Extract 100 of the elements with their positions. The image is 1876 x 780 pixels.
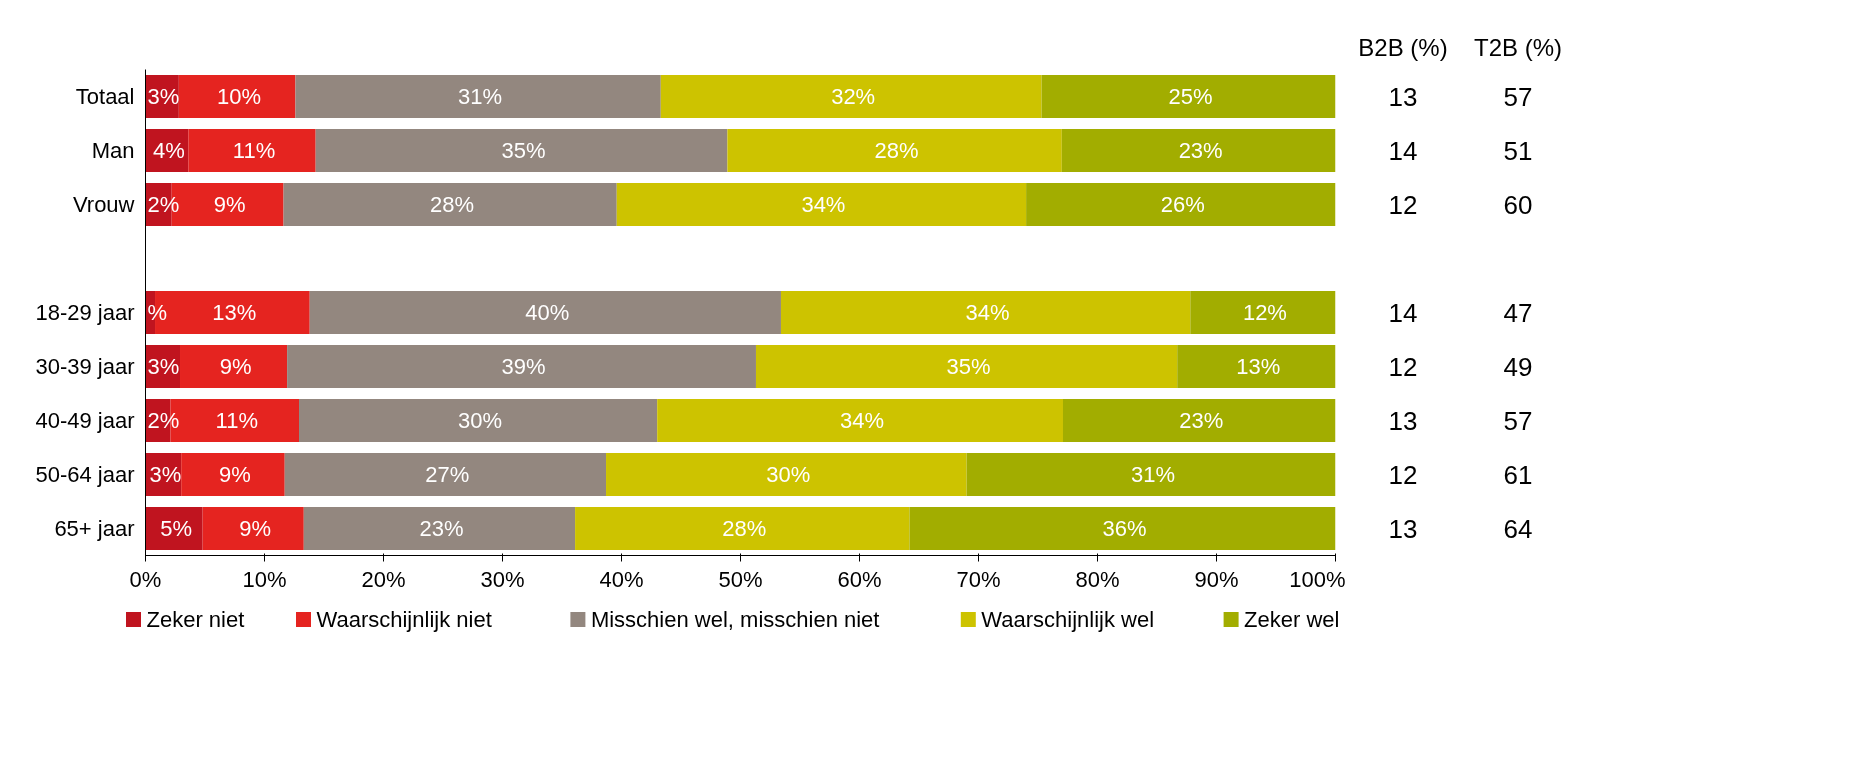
bar [299, 398, 658, 443]
bar [188, 128, 316, 173]
bar [202, 506, 304, 551]
data-label: 39% [501, 354, 546, 379]
data-label: 34% [965, 300, 1010, 325]
text: 64 [1503, 513, 1533, 544]
text: 12 [1388, 351, 1418, 382]
bar [309, 290, 781, 335]
x-tick-label: 60% [837, 566, 882, 592]
data-label: 28% [430, 192, 475, 217]
bar [606, 452, 967, 497]
bar [780, 290, 1191, 335]
bar [295, 74, 661, 119]
bar [180, 344, 288, 389]
bar [616, 182, 1027, 227]
bar [1026, 182, 1336, 227]
data-label: 3% [147, 354, 180, 379]
data-label: 9% [219, 462, 251, 487]
data-label: 12% [1242, 300, 1287, 325]
x-tick-label: 70% [956, 566, 1001, 592]
text: 49 [1503, 351, 1533, 382]
legend-label: Waarschijnlijk wel [981, 607, 1155, 632]
text: 51 [1503, 135, 1533, 166]
text: B2B (%) [1358, 34, 1448, 62]
bar [284, 452, 607, 497]
y-tick-label: 40-49 jaar [35, 408, 135, 433]
bar [1061, 128, 1336, 173]
text: 13 [1388, 81, 1418, 112]
text: 12 [1388, 459, 1418, 490]
data-label: 36% [1102, 516, 1147, 541]
data-label: 4% [153, 138, 185, 163]
data-label: 2% [147, 408, 180, 433]
data-label: 26% [1160, 192, 1205, 217]
bar [315, 128, 728, 173]
data-label: 40% [525, 300, 570, 325]
y-tick-label: Man [91, 138, 135, 163]
bar [660, 74, 1042, 119]
text: 13 [1388, 405, 1418, 436]
bar [755, 344, 1178, 389]
x-tick-label: 20% [361, 566, 406, 592]
y-tick-label: 65+ jaar [54, 516, 135, 541]
legend-label: Zeker wel [1244, 607, 1340, 632]
x-tick-label: 50% [718, 566, 763, 592]
x-tick-label: 100% [1289, 566, 1346, 592]
data-label: 23% [419, 516, 464, 541]
y-tick-label: 18-29 jaar [35, 300, 135, 325]
data-label: 34% [840, 408, 885, 433]
x-tick-label: 30% [480, 566, 525, 592]
bar [966, 452, 1336, 497]
bar [287, 344, 756, 389]
bar [181, 452, 285, 497]
data-label: 9% [219, 354, 252, 379]
data-label: 28% [874, 138, 919, 163]
bar [727, 128, 1062, 173]
data-label: 13% [1236, 354, 1281, 379]
y-tick-label: 50-64 jaar [35, 462, 135, 487]
data-label: 34% [801, 192, 846, 217]
x-tick-label: 40% [599, 566, 644, 592]
data-label: 11% [232, 138, 276, 163]
bar [657, 398, 1063, 443]
bar [1062, 398, 1336, 443]
data-label: 27% [425, 462, 470, 487]
bar [283, 182, 617, 227]
bar [1041, 74, 1336, 119]
data-label: 30% [458, 408, 503, 433]
data-label: 28% [722, 516, 767, 541]
text: 61 [1503, 459, 1533, 490]
legend-label: Waarschijnlijk niet [316, 607, 492, 632]
data-label: 9% [239, 516, 272, 541]
data-label: 2% [147, 192, 180, 217]
data-label: 30% [766, 462, 811, 487]
data-label: 23% [1178, 138, 1223, 163]
y-tick-label: 30-39 jaar [35, 354, 135, 379]
bar [1177, 344, 1336, 389]
bar [303, 506, 576, 551]
text: 57 [1503, 405, 1533, 436]
data-label: 35% [501, 138, 546, 163]
text: 12 [1388, 189, 1418, 220]
text: 47 [1503, 297, 1533, 328]
x-tick-label: 0% [129, 566, 162, 592]
text: T2B (%) [1474, 34, 1563, 62]
x-tick-label: 80% [1075, 566, 1120, 592]
bar [1190, 290, 1336, 335]
data-label: 13% [212, 300, 257, 325]
data-label: 3% [149, 462, 182, 487]
legend-label: Misschien wel, misschien niet [590, 607, 880, 632]
data-label: 11% [215, 408, 258, 433]
text: 14 [1388, 297, 1418, 328]
data-label: 25% [1168, 84, 1213, 109]
bar [909, 506, 1336, 551]
data-label: 35% [946, 354, 991, 379]
y-tick-label: Vrouw [72, 192, 135, 217]
legend-label: Zeker niet [146, 607, 245, 632]
bar [575, 506, 910, 551]
x-tick-label: 90% [1194, 566, 1239, 592]
data-label: 31% [1131, 462, 1176, 487]
text: 60 [1503, 189, 1533, 220]
data-label: 9% [213, 192, 246, 217]
data-label: 5% [160, 516, 192, 541]
text: 57 [1503, 81, 1533, 112]
